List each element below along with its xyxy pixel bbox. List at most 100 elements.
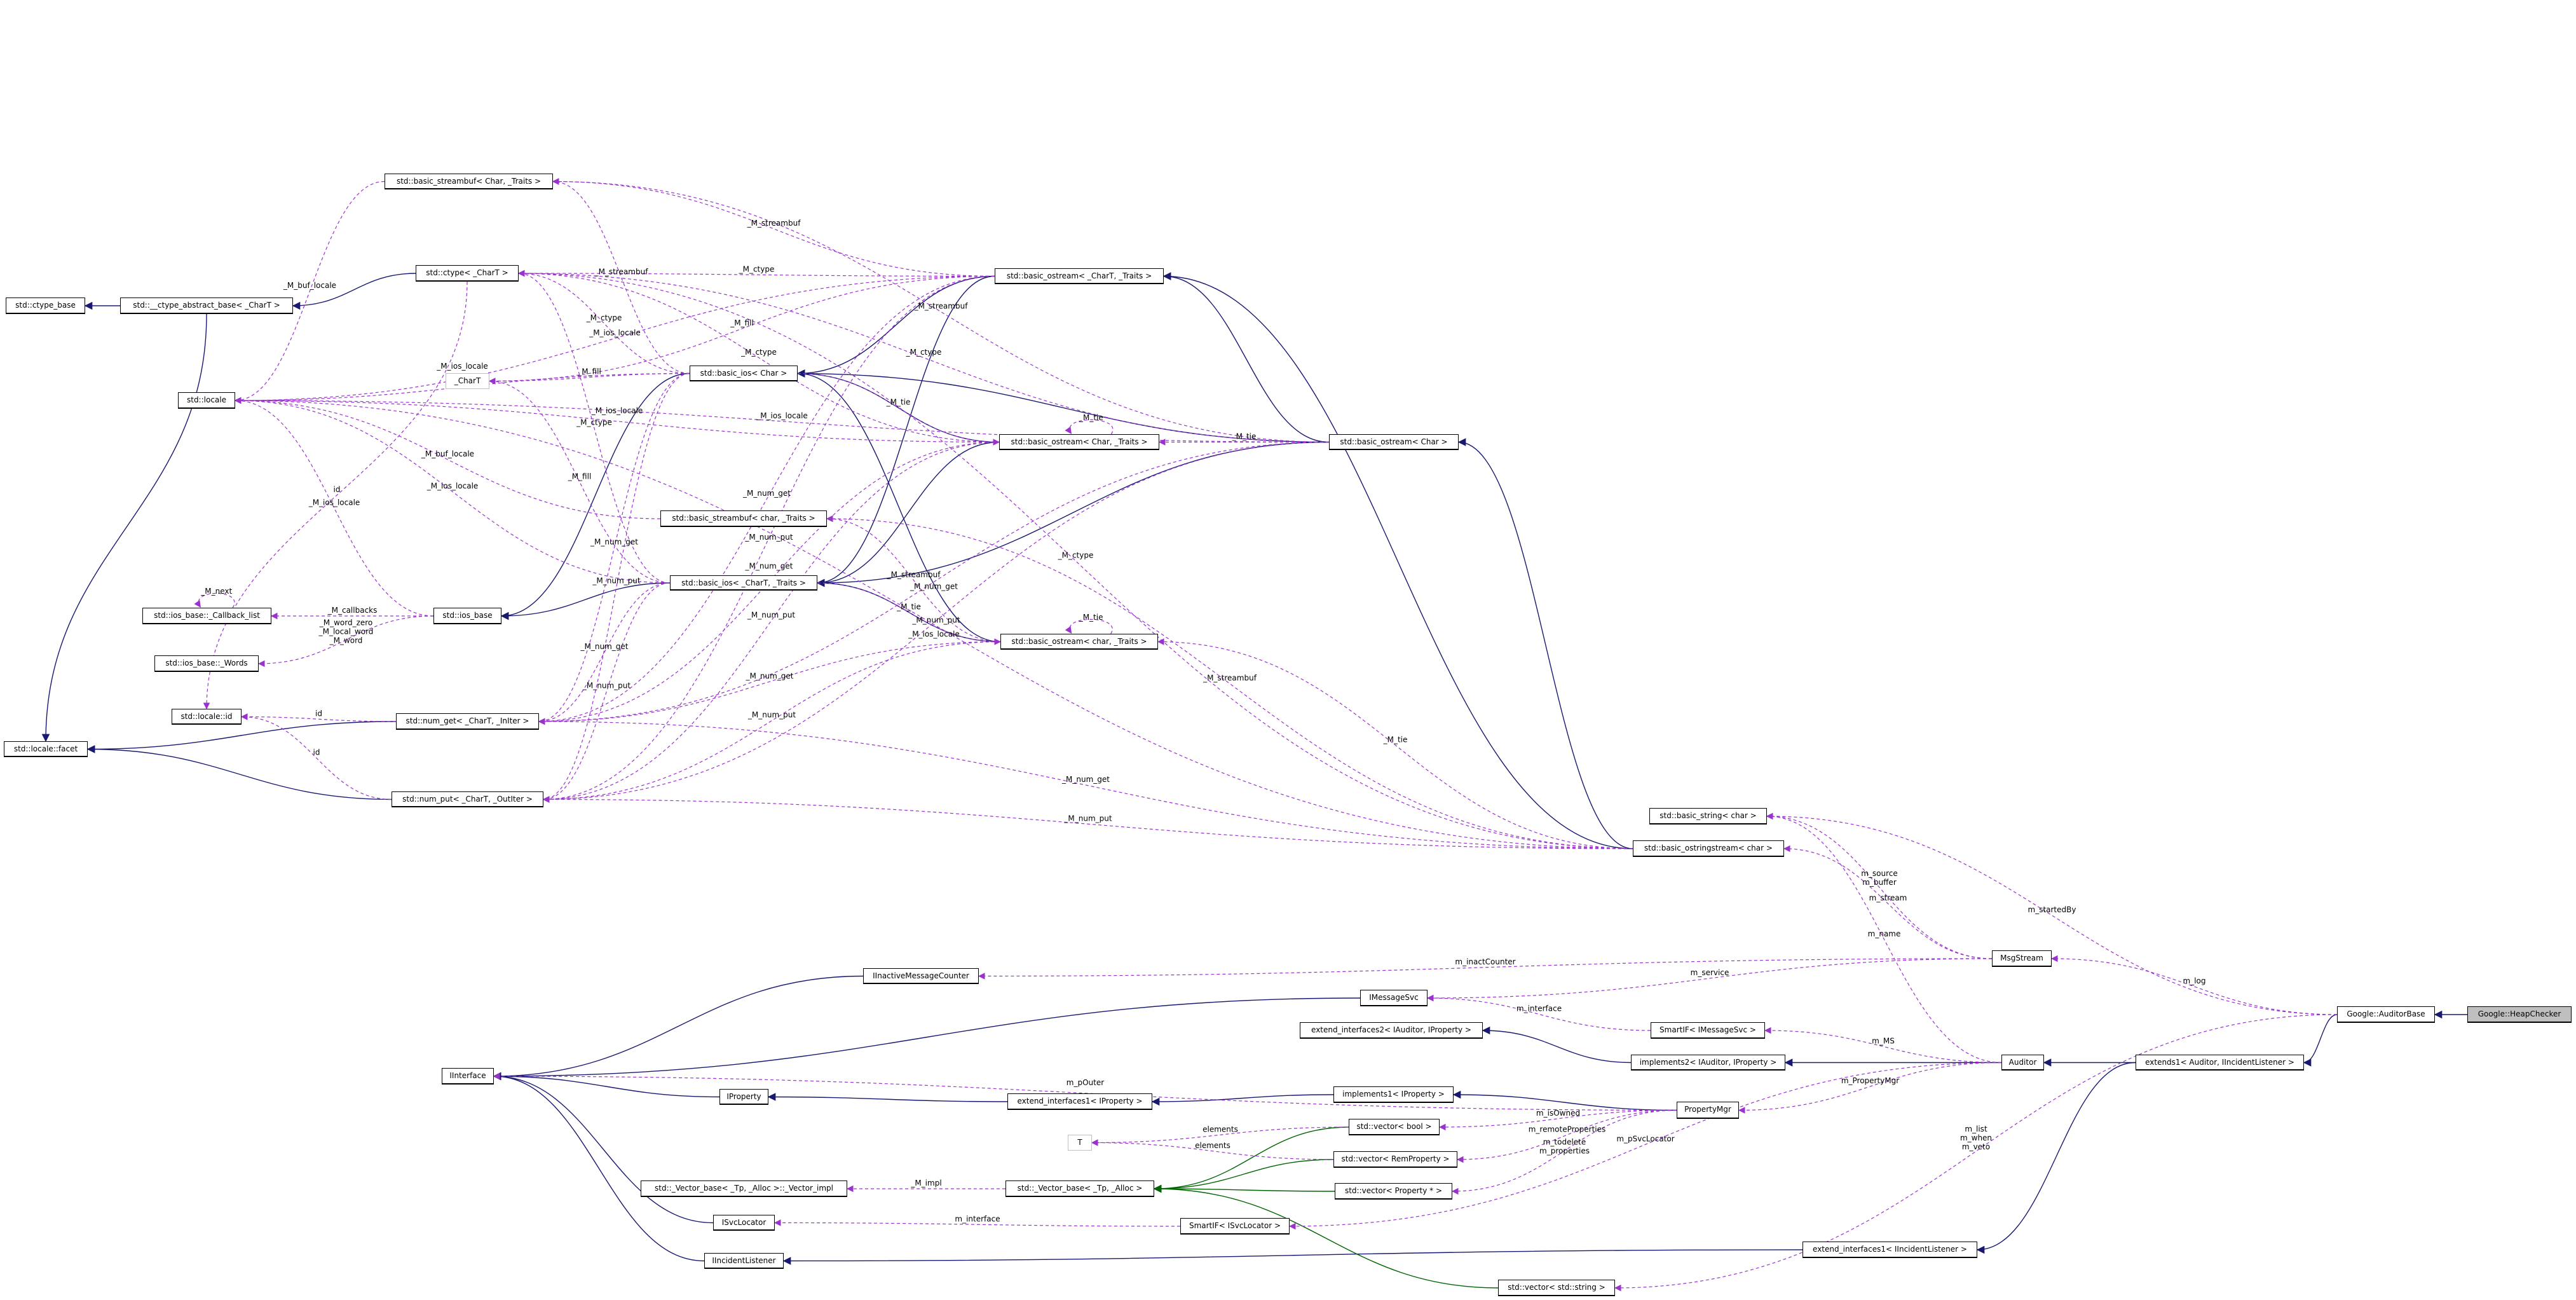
class-node-bioschar[interactable]: std::basic_ios< Char > (690, 366, 798, 381)
edge-label-line: _M_tie (1232, 432, 1257, 441)
edge-label-line: _M_num_put (747, 611, 795, 620)
edge-label: _M_ctype (1058, 551, 1094, 560)
edge-label: m_source m_buffer (1861, 869, 1898, 887)
usage-edge-sbchar-to-locale (234, 181, 385, 404)
class-node-facet[interactable]: std::locale::facet (4, 741, 88, 757)
edge-label: _M_buf_locale (283, 281, 336, 290)
edge-label-line: m_pSvcLocator (1616, 1134, 1674, 1143)
edge-label-line: _M_num_put (744, 533, 793, 542)
edge-label-line: m_isOwned (1536, 1109, 1580, 1118)
inheritance-edge-ctype-to-ctab (292, 273, 416, 310)
class-node-impl1[interactable]: implements1< IProperty > (1333, 1086, 1454, 1103)
class-node-msgstream[interactable]: MsgStream (1992, 950, 2052, 967)
edge-label: m_name (1868, 929, 1901, 938)
edge-label-line: id (313, 748, 320, 757)
edge-label-line: _M_ios_locale (308, 498, 360, 507)
class-node-bochar[interactable]: std::basic_ostream< Char > (1329, 434, 1459, 450)
edge-label: _M_ios_locale (308, 498, 360, 507)
edge-label: m_interface (955, 1214, 1000, 1223)
class-node-propmgr[interactable]: PropertyMgr (1677, 1102, 1739, 1119)
edge-label-line: m_list (1965, 1125, 1987, 1133)
class-node-impl2[interactable]: implements2< IAuditor, IProperty > (1631, 1055, 1785, 1071)
class-node-ctype_base[interactable]: std::ctype_base (6, 298, 85, 314)
edge-label: _M_streambuf (1203, 674, 1257, 683)
template-edge-vbool-to-vbase (1153, 1126, 1349, 1193)
class-node-extends1[interactable]: extends1< Auditor, IIncidentListener > (2136, 1055, 2304, 1071)
edge-label: _M_num_get (1061, 775, 1110, 784)
class-node-ctype[interactable]: std::ctype< _CharT > (416, 265, 519, 282)
edge-labels: _M_ios_locale _M_callbacks _M_next _M_word_… (200, 219, 2205, 1223)
class-node-abase[interactable]: Google::AuditorBase (2337, 1006, 2435, 1023)
inheritance-edge-boss-to-bochar (1457, 438, 1633, 849)
edge-label-line: _M_num_put (582, 681, 630, 690)
edge-label: _M_num_get (742, 489, 791, 498)
class-node-iosbase[interactable]: std::ios_base (433, 608, 501, 624)
usage-edge-bochart-to-ctype (517, 270, 1000, 443)
class-node-sbchar[interactable]: std::basic_streambuf< char, _Traits > (660, 510, 827, 527)
template-edge-vstr-to-vbase (1153, 1184, 1499, 1289)
class-node-biost[interactable]: std::basic_ios< _CharT, _Traits > (670, 575, 817, 591)
inheritance-edge-ctab-to-facet (41, 313, 207, 742)
edge-label: _M_ctype (906, 348, 942, 357)
class-node-chart[interactable]: _CharT (446, 373, 489, 389)
edge-label: _M_num_put (747, 611, 795, 620)
class-node-t[interactable]: T (1068, 1135, 1092, 1151)
usage-edge-bochar-to-sbchar (552, 178, 1330, 443)
class-node-cbl[interactable]: std::ios_base::_Callback_list (142, 608, 271, 624)
edge-label-line: _M_ios_locale (589, 328, 641, 337)
class-node-iinterface[interactable]: IInterface (442, 1068, 494, 1084)
class-node-imc[interactable]: IInactiveMessageCounter (863, 968, 979, 984)
class-node-bochart[interactable]: std::basic_ostream< Char, _Traits > (999, 434, 1159, 450)
inheritance-edge-propmgr-to-impl1 (1452, 1090, 1677, 1111)
class-node-words[interactable]: std::ios_base::_Words (154, 655, 259, 672)
class-node-smsvc[interactable]: SmartIF< IMessageSvc > (1651, 1022, 1765, 1039)
class-node-vbool[interactable]: std::vector< bool > (1349, 1119, 1440, 1135)
class-node-sbchar[interactable]: std::basic_streambuf< Char, _Traits > (385, 174, 553, 189)
class-node-imsgsvc[interactable]: IMessageSvc (1360, 990, 1428, 1006)
edge-label-line: m_buffer (1862, 878, 1897, 887)
edge-label: m_list m_when m_veto (1960, 1125, 1992, 1151)
class-node-bot[interactable]: std::basic_ostream< _CharT, _Traits > (995, 268, 1164, 284)
edge-label-line: m_name (1868, 929, 1901, 938)
usage-edge-propmgr-to-vrem (1456, 1109, 1677, 1163)
edge-label: _M_word_zero _M_local_word _M_word (318, 619, 374, 645)
edge-label-line: m_PropertyMgr (1841, 1076, 1899, 1085)
class-node-ctab[interactable]: std::__ctype_abstract_base< _CharT > (120, 298, 293, 314)
edge-label: _M_next (200, 587, 232, 596)
edge-label-line: _M_tie (896, 602, 921, 611)
edge-label-line: _M_streambuf (594, 268, 649, 277)
edge-label: _M_ios_locale (908, 630, 960, 639)
class-node-vrem[interactable]: std::vector< RemProperty > (1333, 1151, 1457, 1168)
class-node-ei1il[interactable]: extend_interfaces1< IIncidentListener > (1803, 1242, 1977, 1258)
class-node-iproperty[interactable]: IProperty (719, 1089, 768, 1105)
class-node-numget[interactable]: std::num_get< _CharT, _InIter > (396, 713, 539, 730)
edge-label: _M_tie (896, 602, 921, 611)
class-node-ei1p[interactable]: extend_interfaces1< IProperty > (1007, 1093, 1152, 1110)
class-node-ei2[interactable]: extend_interfaces2< IAuditor, IProperty … (1300, 1022, 1483, 1039)
class-node-smloc[interactable]: SmartIF< ISvcLocator > (1180, 1218, 1290, 1235)
class-node-vimpl[interactable]: std::_Vector_base< _Tp, _Alloc >::_Vecto… (641, 1180, 847, 1197)
class-node-boss[interactable]: std::basic_ostringstream< char > (1633, 840, 1784, 857)
inheritance-edge-ei1il-to-iil (782, 1249, 1803, 1265)
class-node-bochar[interactable]: std::basic_ostream< char, _Traits > (1000, 634, 1158, 650)
class-node-svcloc[interactable]: ISvcLocator (713, 1215, 775, 1231)
edge-label-line: _M_ios_locale (756, 411, 808, 420)
class-node-vstr[interactable]: std::vector< std::string > (1498, 1280, 1615, 1296)
class-node-iil[interactable]: IIncidentListener (704, 1253, 784, 1269)
usage-edge-bochar-to-numget (538, 641, 1001, 725)
inheritance-edge-iil-to-iinterface (493, 1072, 705, 1262)
class-node-locale[interactable]: std::locale (178, 392, 235, 409)
class-node-auditor[interactable]: Auditor (2001, 1055, 2044, 1071)
class-node-vprop[interactable]: std::vector< Property * > (1335, 1183, 1452, 1200)
class-node-vbase[interactable]: std::_Vector_base< _Tp, _Alloc > (1005, 1180, 1154, 1197)
class-node-lid[interactable]: std::locale::id (172, 709, 242, 725)
edge-label: _M_streambuf (747, 219, 801, 228)
class-node-bstring[interactable]: std::basic_string< char > (1649, 808, 1767, 824)
inheritance-edge-biost-to-iosbase (500, 582, 671, 620)
usage-edge-vbool-to-t (1091, 1126, 1349, 1146)
edge-label: _M_fill (568, 472, 592, 481)
edge-label: _M_callbacks (327, 606, 378, 615)
class-node-heap[interactable]: Google::HeapChecker (2467, 1006, 2572, 1023)
edge-label-line: id (334, 485, 341, 494)
class-node-numput[interactable]: std::num_put< _CharT, _OutIter > (392, 791, 543, 807)
